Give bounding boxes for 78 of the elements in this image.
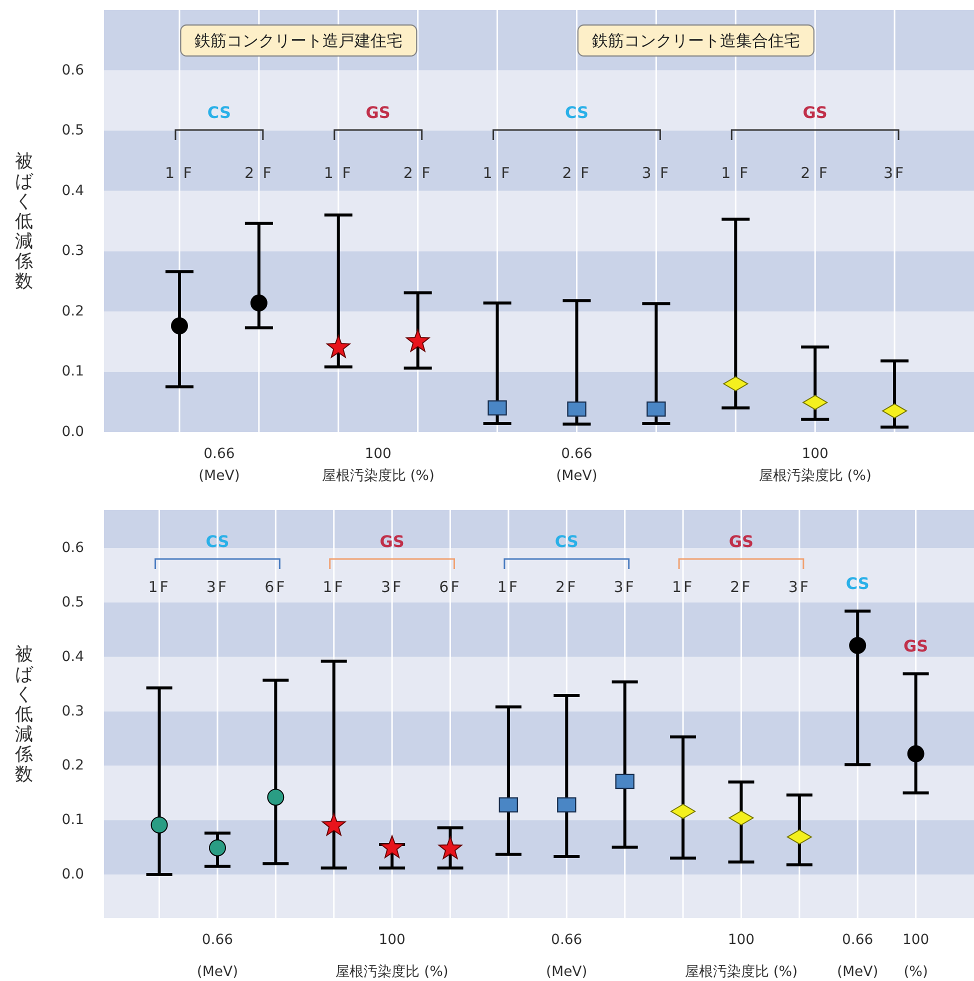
text: 100 屋根汚染度比 (%) <box>336 932 448 980</box>
point <box>646 401 666 417</box>
text: 0.66 (MeV) <box>556 446 598 484</box>
x-tick-label: 1 F <box>721 164 750 182</box>
annotation: CS <box>206 532 230 551</box>
x-tick-label: 1 F <box>482 164 512 182</box>
annotation: GS <box>366 103 390 122</box>
x-tick-label: 2 F <box>800 164 830 182</box>
annotation: 鉄筋コンクリート造戸建住宅 <box>194 31 403 50</box>
y-tick-label: 0.2 <box>62 303 84 320</box>
x-tick-label: 3F <box>380 578 404 596</box>
annotation: GS <box>802 103 828 122</box>
annotation: CS <box>846 574 870 594</box>
text: 100 屋根汚染度比 (%) <box>758 446 872 484</box>
x-tick-label: 1F <box>497 578 520 596</box>
x-tick-label: 6F <box>439 578 462 596</box>
y-tick-label: 0.1 <box>62 812 84 828</box>
point <box>849 636 866 654</box>
y-axis-title: 被ばく低減係数 <box>14 644 34 784</box>
x-tick-label: 3 F <box>642 164 671 182</box>
point <box>170 317 188 334</box>
x-tick-label: 3F <box>788 578 811 596</box>
annotation: 鉄筋コンクリート造集合住宅 <box>592 31 800 50</box>
x-tick-label: 6F <box>264 578 287 596</box>
point <box>406 329 430 352</box>
point <box>557 797 576 812</box>
text: 100 屋根汚染度比 (%) <box>684 932 798 980</box>
y-tick-label: 0.0 <box>62 866 84 882</box>
y-tick-label: 0.6 <box>62 540 84 556</box>
point <box>488 400 507 416</box>
y-tick-label: 0.3 <box>62 703 84 720</box>
point <box>498 797 518 812</box>
point <box>267 788 284 806</box>
y-tick-label: 0.3 <box>62 243 84 260</box>
y-tick-label: 0.5 <box>62 122 84 139</box>
x-tick-label: 1F <box>148 578 170 596</box>
point <box>615 774 634 790</box>
text: 0.66 (MeV) <box>837 932 878 980</box>
x-tick-label: 1F <box>672 578 694 596</box>
y-tick-label: 0.0 <box>62 424 84 440</box>
point <box>380 835 404 858</box>
annotation: CS <box>554 532 578 551</box>
y-tick-label: 0.4 <box>62 648 84 665</box>
y-tick-label: 0.5 <box>62 594 84 610</box>
point <box>322 813 346 836</box>
x-tick-label: 2 F <box>244 164 274 182</box>
x-tick-label: 3F <box>883 164 906 182</box>
y-tick-label: 0.2 <box>62 758 84 774</box>
annotation: CS <box>564 103 589 122</box>
text: 0.66 (MeV) <box>196 932 238 980</box>
point <box>907 745 924 762</box>
x-tick-label: 2 F <box>403 164 432 182</box>
annotation: GS <box>728 532 754 551</box>
x-tick-label: 1 F <box>324 164 353 182</box>
x-tick-label: 3F <box>206 578 229 596</box>
text: 0.66 (MeV) <box>198 446 240 484</box>
text: 100 屋根汚染度比 (%) <box>322 446 434 484</box>
annotation: GS <box>903 636 928 656</box>
point <box>150 816 168 834</box>
x-tick-label: 2 F <box>562 164 592 182</box>
y-tick-label: 0.6 <box>62 62 84 78</box>
point <box>326 335 350 358</box>
y-tick-label: 0.1 <box>62 364 84 380</box>
annotation: GS <box>380 532 404 551</box>
y-axis-title: 被ばく低減係数 <box>14 150 34 292</box>
point <box>208 839 226 856</box>
text: 100 (%) <box>902 932 930 980</box>
y-tick-label: 0.4 <box>62 182 84 199</box>
x-tick-label: 2F <box>730 578 752 596</box>
x-tick-label: 1 F <box>165 164 194 182</box>
point <box>567 401 586 417</box>
x-tick-label: 2F <box>556 578 578 596</box>
point <box>438 836 462 860</box>
point <box>250 294 268 312</box>
text: 0.66 (MeV) <box>546 932 588 980</box>
x-tick-label: 3F <box>614 578 636 596</box>
x-tick-label: 1F <box>322 578 345 596</box>
annotation: CS <box>207 103 231 122</box>
